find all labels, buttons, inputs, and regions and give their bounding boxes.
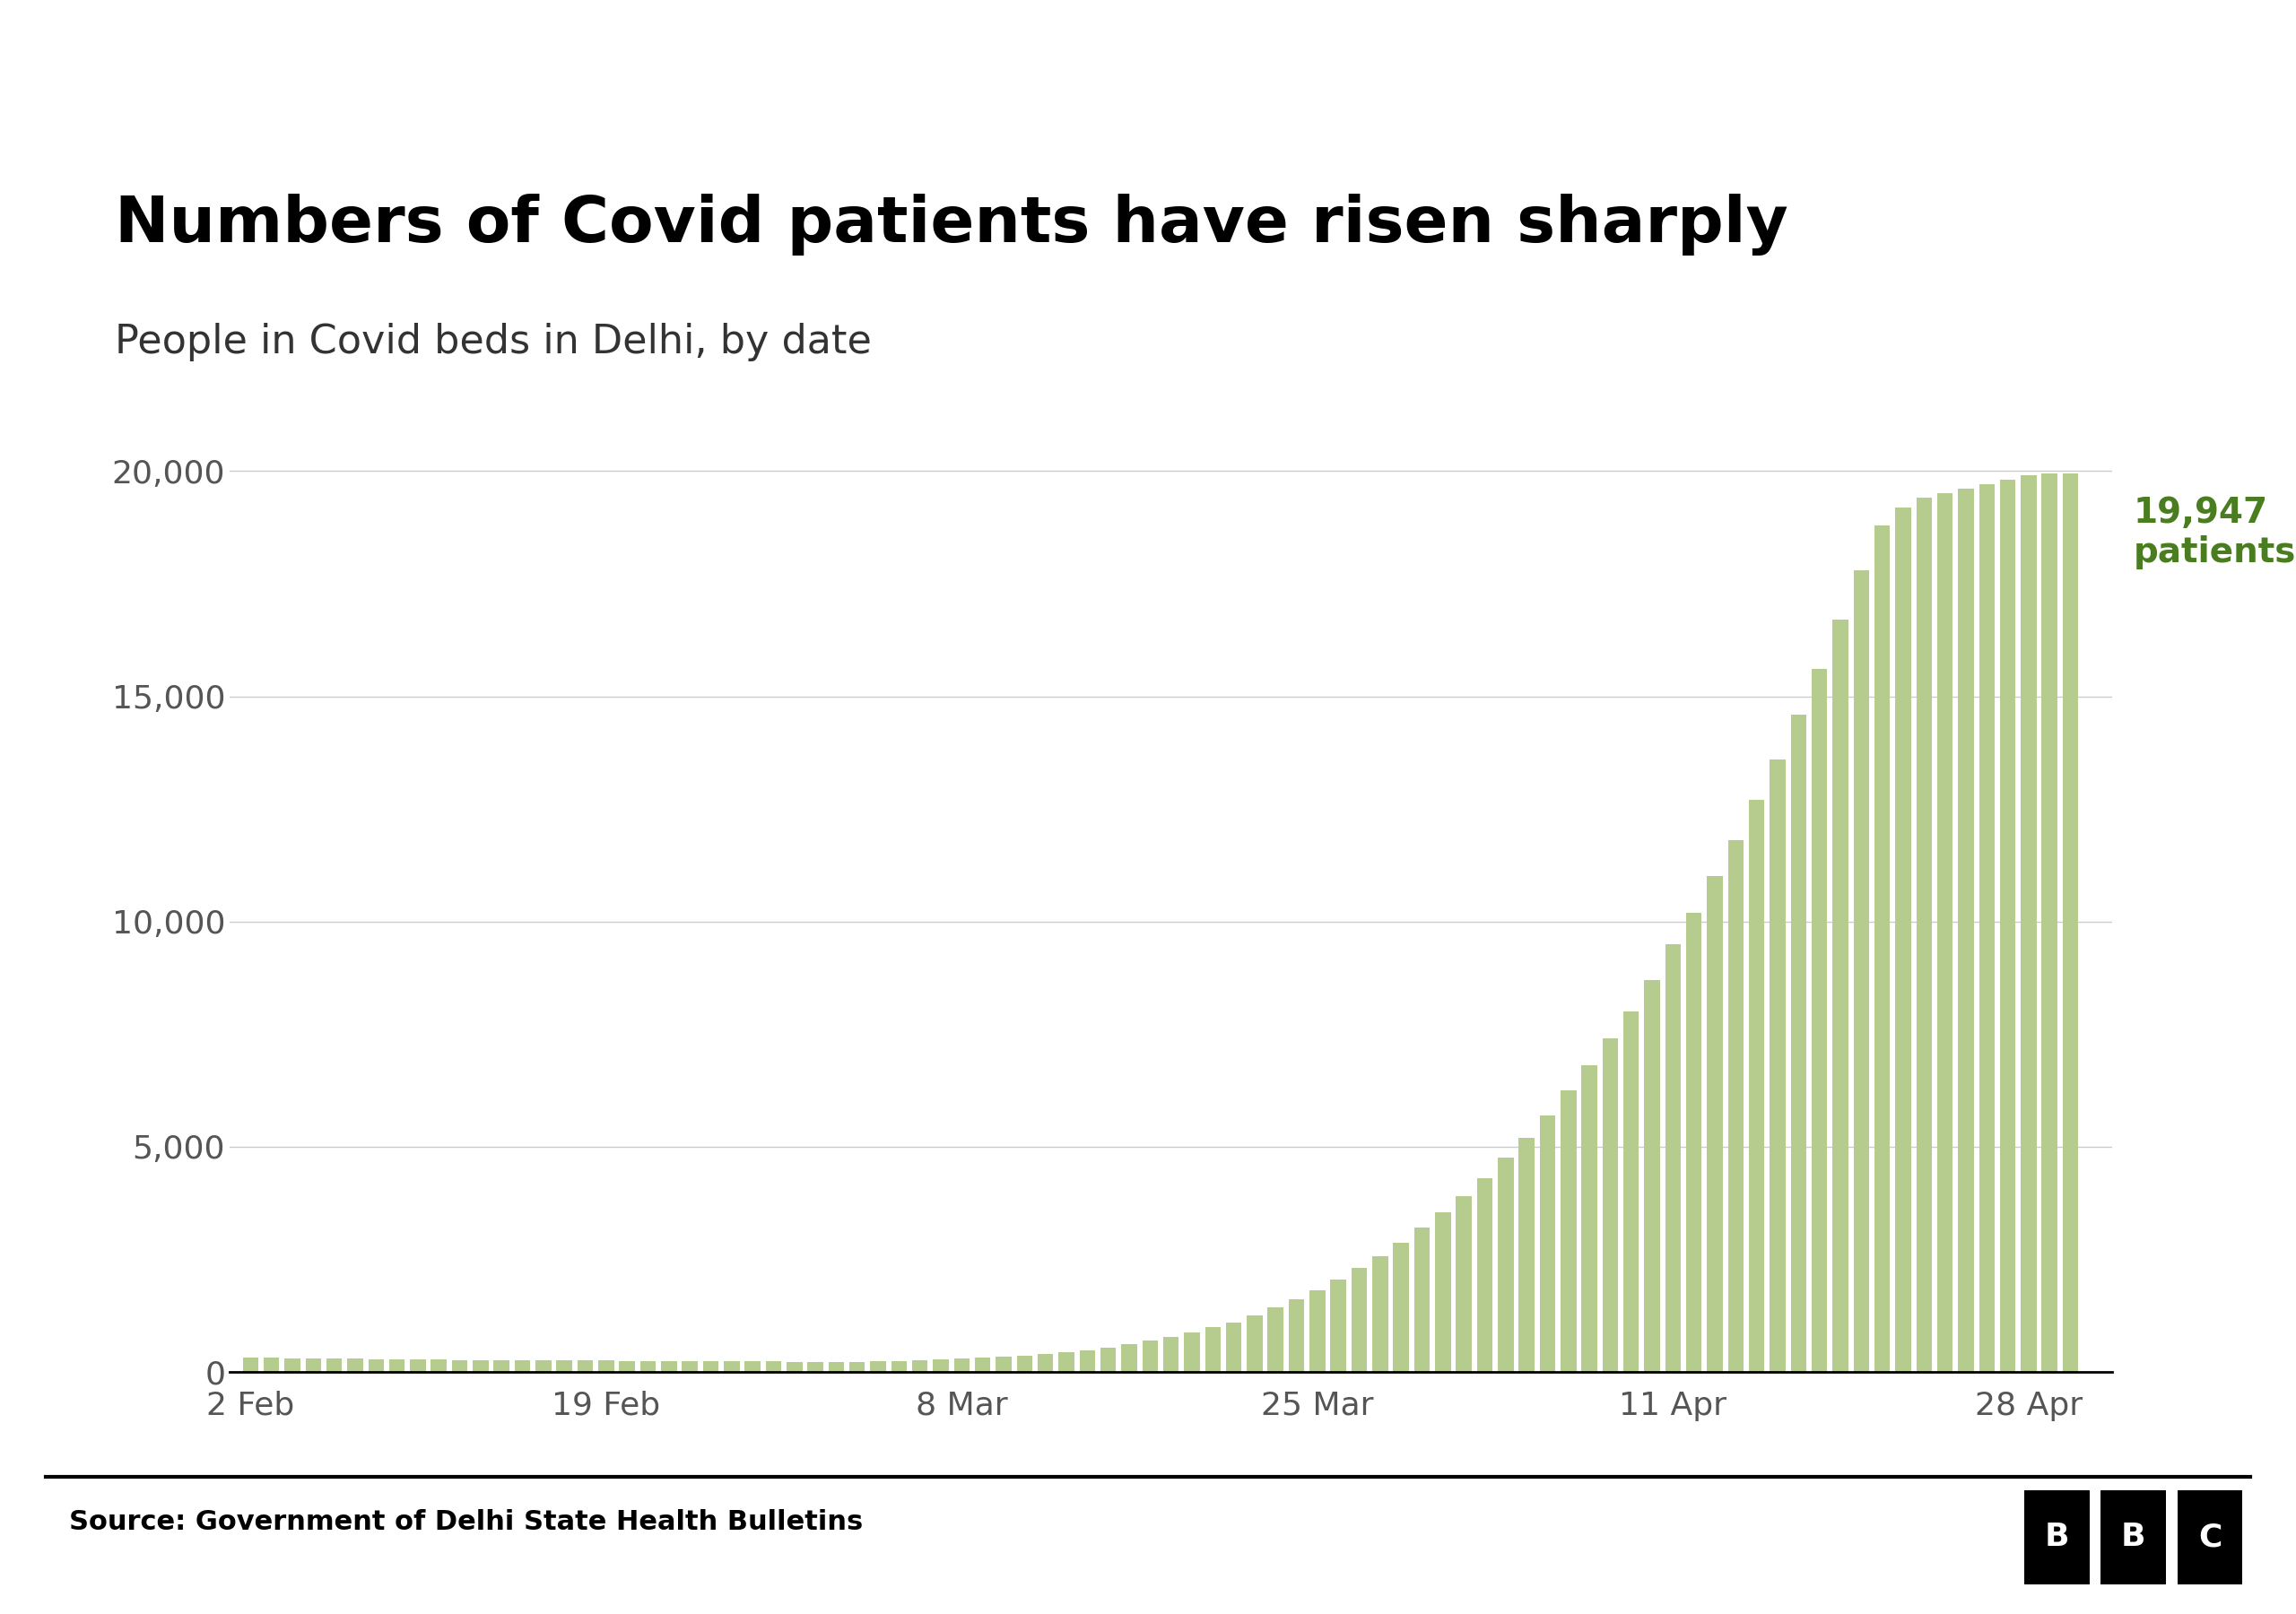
Bar [1017, 1356, 1033, 1372]
Bar [411, 1359, 425, 1372]
Bar [1770, 759, 1786, 1372]
Bar [556, 1361, 572, 1372]
Bar [1938, 494, 1954, 1372]
Bar [1979, 484, 1995, 1372]
Bar [473, 1361, 489, 1372]
Bar [326, 1359, 342, 1372]
Bar [1832, 620, 1848, 1372]
Bar [912, 1361, 928, 1372]
Bar [2000, 479, 2016, 1372]
Text: B: B [2122, 1522, 2147, 1553]
Bar [264, 1357, 280, 1372]
Text: Numbers of Covid patients have risen sharply: Numbers of Covid patients have risen sha… [115, 194, 1789, 255]
Bar [1685, 912, 1701, 1372]
Bar [494, 1361, 510, 1372]
Bar [347, 1359, 363, 1372]
Bar [703, 1361, 719, 1372]
Bar [1541, 1115, 1554, 1372]
Bar [599, 1361, 613, 1372]
Bar [514, 1361, 530, 1372]
Bar [661, 1361, 677, 1372]
Bar [1141, 1341, 1157, 1372]
Bar [1205, 1327, 1221, 1372]
Bar [1665, 944, 1681, 1372]
Bar [850, 1362, 866, 1372]
Bar [1247, 1315, 1263, 1372]
Bar [1874, 525, 1890, 1372]
Bar [765, 1362, 781, 1372]
Bar [1226, 1322, 1242, 1372]
Bar [1812, 670, 1828, 1372]
Bar [1164, 1336, 1178, 1372]
Bar [1917, 499, 1931, 1372]
Bar [996, 1357, 1013, 1372]
Bar [1750, 801, 1766, 1372]
Bar [1373, 1256, 1389, 1372]
Bar [976, 1357, 990, 1372]
Text: People in Covid beds in Delhi, by date: People in Covid beds in Delhi, by date [115, 323, 872, 362]
Bar [1414, 1228, 1430, 1372]
Bar [891, 1361, 907, 1372]
Bar [1079, 1351, 1095, 1372]
Bar [1791, 715, 1807, 1372]
Text: Source: Government of Delhi State Health Bulletins: Source: Government of Delhi State Health… [69, 1509, 863, 1535]
FancyBboxPatch shape [2101, 1490, 2165, 1585]
Bar [1185, 1332, 1201, 1372]
Bar [2020, 476, 2037, 1372]
Bar [932, 1359, 948, 1372]
Bar [744, 1361, 760, 1372]
Bar [788, 1362, 801, 1372]
Bar [1582, 1065, 1598, 1372]
Bar [535, 1361, 551, 1372]
Bar [285, 1357, 301, 1372]
Bar [641, 1361, 657, 1372]
Bar [953, 1359, 969, 1372]
FancyBboxPatch shape [2177, 1490, 2243, 1585]
Bar [1497, 1157, 1513, 1372]
Bar [1100, 1348, 1116, 1372]
Bar [1435, 1212, 1451, 1372]
Bar [1058, 1353, 1075, 1372]
Bar [1456, 1196, 1472, 1372]
Bar [2041, 473, 2057, 1372]
Bar [870, 1362, 886, 1372]
Bar [1958, 489, 1975, 1372]
Bar [1706, 876, 1722, 1372]
Text: C: C [2197, 1522, 2223, 1553]
Bar [1267, 1307, 1283, 1372]
Bar [432, 1359, 448, 1372]
Bar [367, 1359, 383, 1372]
Text: 19,947
patients: 19,947 patients [2133, 495, 2296, 570]
Bar [2062, 473, 2078, 1372]
Bar [1476, 1178, 1492, 1372]
Bar [1352, 1269, 1366, 1372]
Bar [1038, 1354, 1054, 1372]
Bar [1309, 1290, 1325, 1372]
Bar [1603, 1038, 1619, 1372]
Bar [1561, 1091, 1577, 1372]
Bar [1623, 1012, 1639, 1372]
Bar [808, 1362, 824, 1372]
Bar [576, 1361, 592, 1372]
Text: B: B [2043, 1522, 2069, 1553]
Bar [1120, 1344, 1137, 1372]
Bar [452, 1361, 468, 1372]
Bar [1853, 570, 1869, 1372]
Bar [829, 1362, 845, 1372]
Bar [305, 1359, 321, 1372]
Bar [1329, 1280, 1345, 1372]
FancyBboxPatch shape [2025, 1490, 2089, 1585]
Bar [1288, 1299, 1304, 1372]
Bar [1729, 841, 1743, 1372]
Bar [1394, 1243, 1410, 1372]
Bar [1518, 1138, 1534, 1372]
Bar [1644, 980, 1660, 1372]
Bar [388, 1359, 404, 1372]
Bar [723, 1361, 739, 1372]
Bar [243, 1357, 259, 1372]
Bar [620, 1361, 636, 1372]
Bar [1894, 507, 1910, 1372]
Bar [682, 1361, 698, 1372]
